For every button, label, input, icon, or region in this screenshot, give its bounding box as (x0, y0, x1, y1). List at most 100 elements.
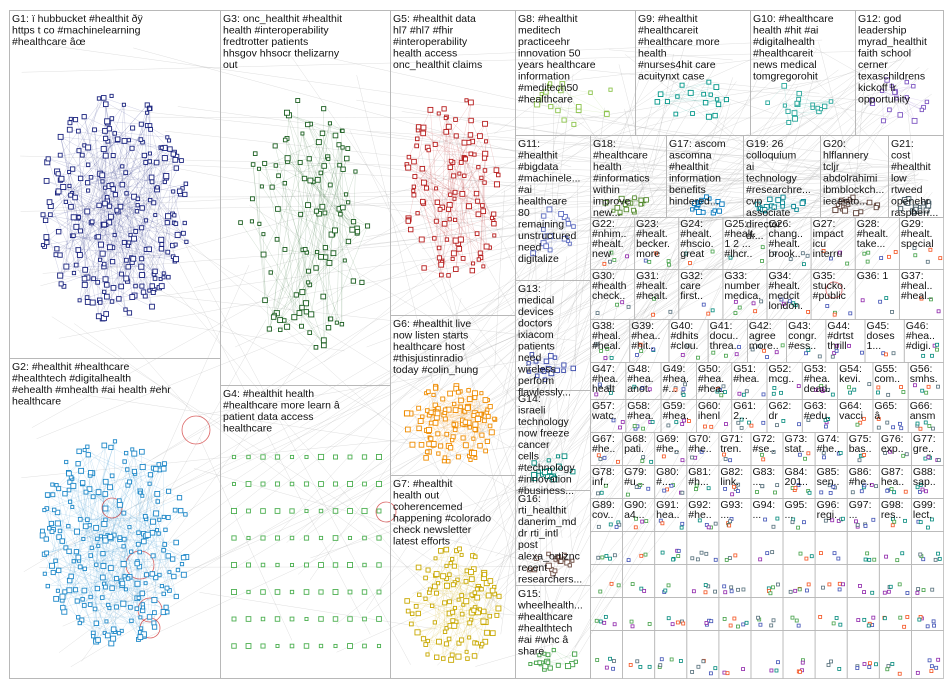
node (163, 604, 169, 610)
node (284, 155, 291, 162)
node (82, 448, 87, 453)
node (847, 343, 851, 348)
edge (105, 453, 135, 520)
node (109, 473, 115, 479)
node (696, 664, 701, 669)
node (447, 572, 452, 577)
node (452, 196, 457, 201)
edge (52, 565, 164, 595)
edge (281, 42, 559, 444)
edge (106, 278, 127, 297)
node (459, 593, 464, 598)
edge (435, 386, 466, 423)
node (86, 188, 91, 193)
edge (413, 102, 472, 191)
node (732, 616, 737, 621)
edge (544, 256, 567, 449)
node (796, 483, 801, 487)
node (159, 584, 164, 589)
edge (660, 94, 706, 103)
node (58, 175, 65, 182)
node (104, 293, 110, 300)
edge (269, 156, 328, 330)
node (110, 285, 117, 291)
node (121, 544, 126, 549)
group-label-g13: G13: medical devices doctors ixiacom patients… (517, 283, 571, 399)
node (84, 208, 91, 215)
edge (141, 104, 148, 259)
node (83, 489, 89, 495)
node (867, 557, 872, 562)
edge (323, 63, 685, 363)
edge (575, 171, 905, 539)
node (555, 463, 562, 470)
edge (562, 83, 579, 111)
node (888, 584, 893, 589)
node (781, 419, 786, 423)
group-label-g22: G22: #nhim.. #healt. new (592, 218, 626, 260)
node (489, 630, 496, 637)
edge (495, 172, 920, 557)
node (97, 300, 103, 305)
node (450, 618, 456, 624)
node (492, 416, 497, 421)
edge (31, 121, 585, 428)
edge (460, 175, 465, 240)
node (101, 261, 107, 267)
node (464, 98, 469, 103)
node (796, 525, 800, 530)
node (362, 643, 367, 649)
edge (277, 208, 336, 231)
node (474, 641, 480, 646)
node (159, 145, 164, 150)
node (107, 203, 113, 209)
node (67, 120, 73, 126)
node (50, 492, 56, 498)
edge (112, 104, 148, 248)
node (905, 615, 910, 619)
node (826, 417, 831, 421)
node (459, 637, 465, 643)
node (608, 390, 613, 395)
node (761, 392, 766, 397)
node (687, 89, 694, 96)
node (417, 418, 424, 424)
node (626, 558, 631, 563)
edge (106, 222, 110, 285)
node (427, 587, 432, 592)
node (130, 447, 135, 452)
edge (280, 251, 318, 321)
node (275, 644, 280, 648)
node (245, 643, 252, 649)
node (85, 144, 92, 151)
node (404, 426, 411, 433)
node (346, 200, 351, 205)
node (473, 455, 478, 460)
node (179, 158, 184, 163)
node (482, 168, 488, 173)
node (722, 617, 727, 621)
node (55, 171, 61, 177)
self-loop (375, 501, 397, 523)
node (934, 665, 939, 670)
node (898, 206, 904, 212)
node (608, 259, 612, 264)
node (344, 155, 350, 162)
node (462, 419, 469, 425)
node (551, 476, 558, 483)
node (930, 517, 934, 522)
edge (450, 167, 485, 183)
node (125, 467, 130, 472)
edge (439, 192, 611, 214)
group-label-g83: G83:... (752, 466, 775, 488)
node (761, 420, 766, 425)
node (571, 121, 577, 127)
edge (235, 63, 871, 348)
node (629, 619, 634, 624)
node (100, 551, 106, 557)
edge (451, 607, 476, 660)
node (455, 577, 460, 582)
node (148, 127, 153, 132)
node (88, 175, 94, 180)
node (246, 589, 251, 595)
